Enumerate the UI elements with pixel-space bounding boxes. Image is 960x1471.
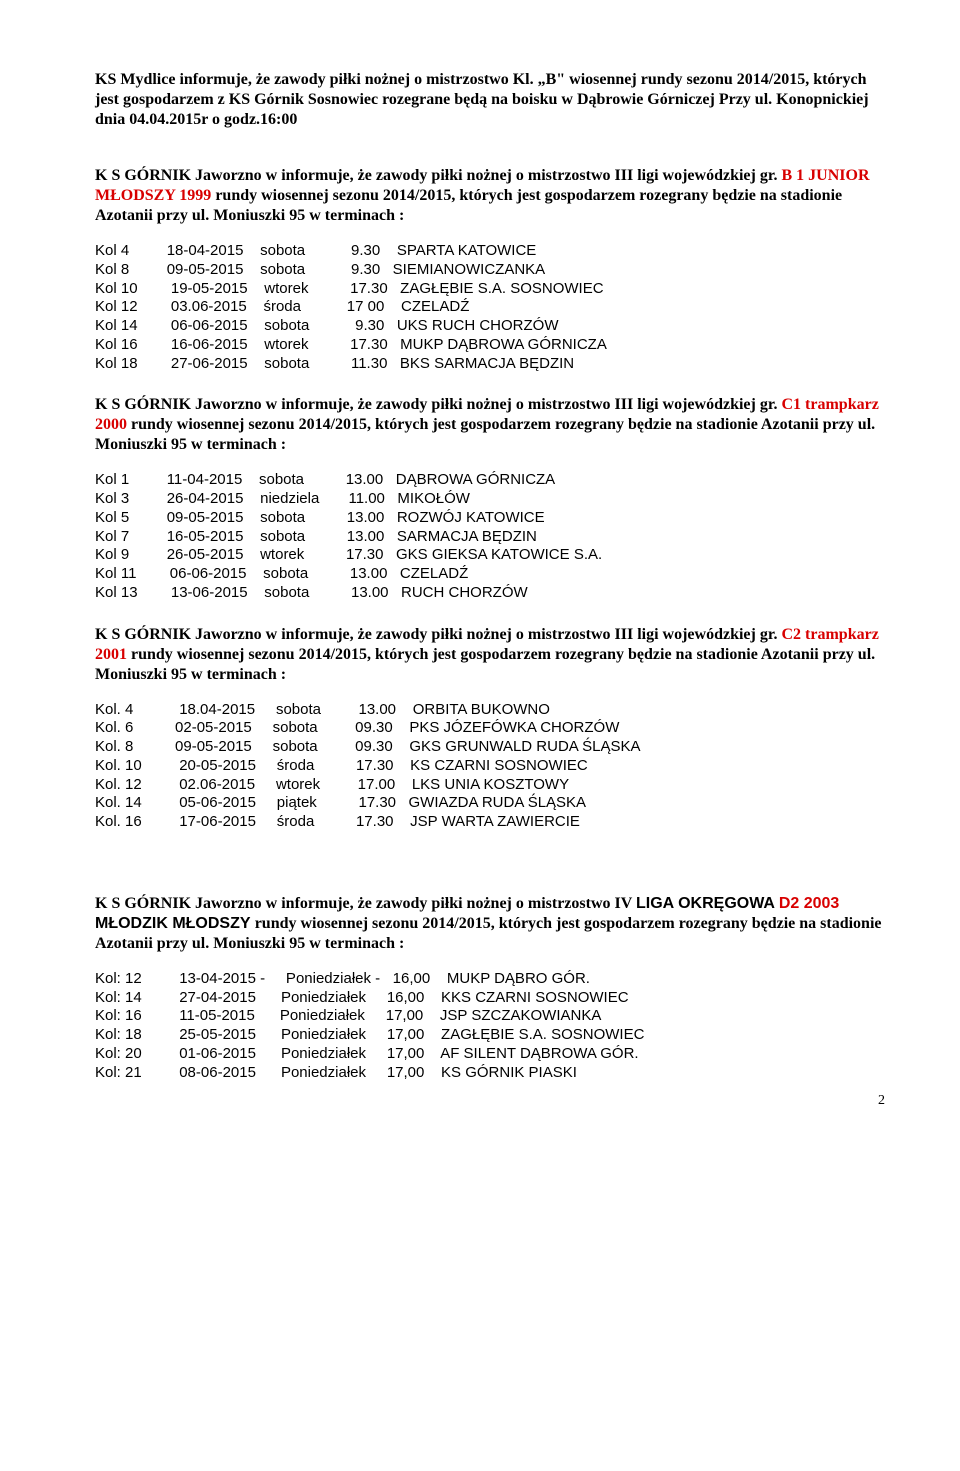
p3-part1: K S GÓRNIK Jaworzno w informuje, że zawo… <box>95 396 781 413</box>
schedule-4: Kol: 12 13-04-2015 - Poniedziałek - 16,0… <box>95 970 885 1083</box>
p2-part1: K S GÓRNIK Jaworzno w informuje, że zawo… <box>95 167 777 184</box>
schedule-1: Kol 4 18-04-2015 sobota 9.30 SPARTA KATO… <box>95 242 885 373</box>
paragraph-3: K S GÓRNIK Jaworzno w informuje, że zawo… <box>95 395 885 455</box>
p4-part1: K S GÓRNIK Jaworzno w informuje, że zawo… <box>95 626 781 643</box>
p5-part1: K S GÓRNIK Jaworzno w informuje, że zawo… <box>95 895 636 912</box>
paragraph-4: K S GÓRNIK Jaworzno w informuje, że zawo… <box>95 625 885 685</box>
p1-text: KS Mydlice informuje, że zawody piłki no… <box>95 71 869 128</box>
p3-part2: rundy wiosennej sezonu 2014/2015, któryc… <box>95 416 875 453</box>
p5-sans2: MŁODZIK MŁODSZY <box>95 915 255 932</box>
p5-red: D2 2003 <box>779 895 840 912</box>
p5-sans1: LIGA OKRĘGOWA <box>636 895 779 912</box>
p4-part2: rundy wiosennej sezonu 2014/2015, któryc… <box>95 646 875 683</box>
paragraph-5: K S GÓRNIK Jaworzno w informuje, że zawo… <box>95 894 885 954</box>
paragraph-1: KS Mydlice informuje, że zawody piłki no… <box>95 70 885 130</box>
schedule-3: Kol. 4 18.04-2015 sobota 13.00 ORBITA BU… <box>95 701 885 832</box>
page-number: 2 <box>95 1092 885 1110</box>
schedule-2: Kol 1 11-04-2015 sobota 13.00 DĄBROWA GÓ… <box>95 471 885 602</box>
paragraph-2: K S GÓRNIK Jaworzno w informuje, że zawo… <box>95 166 885 226</box>
